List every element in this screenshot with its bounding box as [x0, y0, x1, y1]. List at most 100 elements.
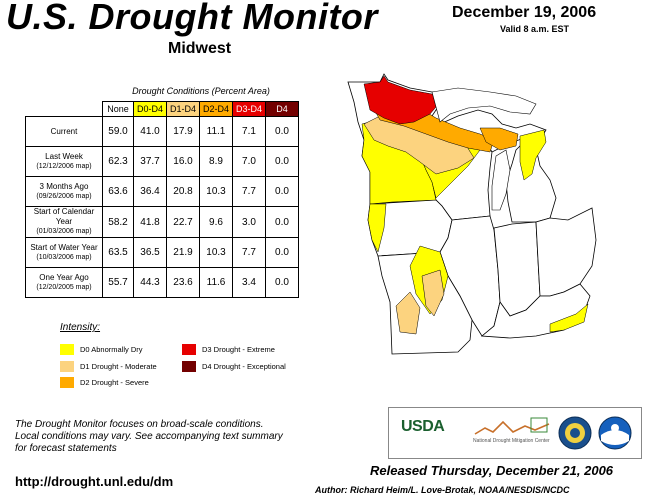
footnote-line-1: The Drought Monitor focuses on broad-sca…: [15, 419, 264, 430]
row-label-sub: (12/12/2006 map): [36, 162, 92, 170]
footnote-line-3: for forecast statements: [15, 443, 117, 454]
row-label-sub: (09/26/2006 map): [36, 192, 92, 200]
valid-time: Valid 8 a.m. EST: [500, 24, 570, 34]
table-caption: Drought Conditions (Percent Area): [132, 86, 270, 96]
row-label: Start of Calendar Year (01/03/2006 map): [25, 206, 103, 238]
table-cell: 10.3: [199, 176, 233, 207]
usda-logo: USDA: [401, 418, 445, 435]
table-cell: 63.6: [102, 176, 134, 207]
col-header-d4: D4: [265, 101, 299, 117]
legend-item-d4: D4 Drought - Exceptional: [182, 361, 286, 372]
table-cell: 8.9: [199, 146, 233, 177]
table-corner: [26, 102, 103, 117]
table-cell: 22.7: [166, 206, 200, 238]
table-cell: 9.6: [199, 206, 233, 238]
table-cell: 7.7: [232, 237, 266, 268]
table-header-row: None D0-D4 D1-D4 D2-D4 D3-D4 D4: [26, 101, 299, 117]
table-row: Current 59.0 41.0 17.9 11.1 7.1 0.0: [25, 116, 299, 147]
table-cell: 36.4: [133, 176, 167, 207]
table-cell: 63.5: [102, 237, 134, 268]
row-label-sub: (01/03/2006 map): [36, 228, 92, 235]
website-link[interactable]: http://drought.unl.edu/dm: [15, 474, 174, 489]
d0-kentucky: [549, 303, 589, 333]
legend-item-d1: D1 Drought - Moderate: [60, 361, 157, 372]
table-cell: 55.7: [102, 267, 134, 298]
state-ohio: [535, 207, 597, 297]
ndmc-logo: National Drought Mitigation Center: [473, 438, 550, 444]
legend-swatch-d4: [182, 361, 196, 372]
row-label-text: Start of Calendar Year: [33, 207, 95, 226]
table-row: Start of Calendar Year (01/03/2006 map) 58…: [25, 206, 299, 238]
lake-michigan: [491, 149, 511, 211]
table-cell: 21.9: [166, 237, 200, 268]
table-cell: 59.0: [102, 116, 134, 147]
legend-label-d3: D3 Drought - Extreme: [202, 345, 275, 354]
row-label-text: One Year Ago: [39, 272, 89, 282]
d0-michigan: [519, 129, 547, 181]
table-cell: 10.3: [199, 237, 233, 268]
midwest-drought-map: [347, 73, 597, 355]
lake-superior: [431, 87, 537, 123]
table-cell: 3.4: [232, 267, 266, 298]
row-label-text: Current: [50, 126, 78, 136]
table-cell: 7.0: [232, 146, 266, 177]
commerce-seal-icon: [558, 416, 592, 450]
legend-title: Intensity:: [60, 322, 101, 333]
table-cell: 0.0: [265, 116, 299, 147]
table-row: Start of Water Year (10/03/2006 map) 63.5 3…: [25, 237, 299, 268]
table-cell: 16.0: [166, 146, 200, 177]
col-header-d1-d4: D1-D4: [166, 101, 200, 117]
legend-swatch-d2: [60, 377, 74, 388]
table-cell: 3.0: [232, 206, 266, 238]
legend-swatch-d1: [60, 361, 74, 372]
table-cell: 17.9: [166, 116, 200, 147]
d0-west-iowa: [367, 203, 387, 253]
table-cell: 36.5: [133, 237, 167, 268]
row-label: Current: [25, 116, 103, 147]
table-cell: 20.8: [166, 176, 200, 207]
table-cell: 7.1: [232, 116, 266, 147]
footnote-line-2: Local conditions may vary. See accompany…: [15, 431, 283, 442]
table-cell: 23.6: [166, 267, 200, 298]
legend-swatch-d0: [60, 344, 74, 355]
d2-up: [479, 127, 519, 151]
table-cell: 44.3: [133, 267, 167, 298]
table-row: 3 Months Ago (09/26/2006 map) 63.6 36.4 20.8…: [25, 176, 299, 207]
row-label: One Year Ago (12/20/2005 map): [25, 267, 103, 298]
col-header-d2-d4: D2-D4: [199, 101, 233, 117]
noaa-logo-icon: [598, 416, 632, 450]
table-cell: 0.0: [265, 176, 299, 207]
table-row: One Year Ago (12/20/2005 map) 55.7 44.3 23.6…: [25, 267, 299, 298]
legend-label-d0: D0 Abnormally Dry: [80, 345, 143, 354]
legend-item-d0: D0 Abnormally Dry: [60, 344, 143, 355]
col-header-d3-d4: D3-D4: [232, 101, 266, 117]
table-cell: 62.3: [102, 146, 134, 177]
partner-logos: USDA National Drought Mitigation Center: [388, 407, 642, 459]
row-label-text: Start of Water Year: [30, 242, 98, 252]
table-cell: 58.2: [102, 206, 134, 238]
ndmc-graphic-icon: [474, 417, 550, 435]
legend-item-d3: D3 Drought - Extreme: [182, 344, 275, 355]
legend-label-d1: D1 Drought - Moderate: [80, 362, 157, 371]
row-label: Last Week (12/12/2006 map): [25, 146, 103, 177]
legend-label-d2: D2 Drought - Severe: [80, 378, 149, 387]
table-cell: 41.0: [133, 116, 167, 147]
table-cell: 37.7: [133, 146, 167, 177]
state-indiana: [493, 221, 541, 317]
region-subtitle: Midwest: [168, 40, 232, 57]
table-cell: 7.7: [232, 176, 266, 207]
d1-missouri: [395, 291, 421, 335]
col-header-none: None: [102, 101, 134, 117]
row-label-sub: (10/03/2006 map): [36, 253, 92, 261]
table-row: Last Week (12/12/2006 map) 62.3 37.7 16.0 8.9…: [25, 146, 299, 177]
table-cell: 0.0: [265, 206, 299, 238]
row-label-text: 3 Months Ago: [39, 181, 89, 191]
page-title: U.S. Drought Monitor: [6, 0, 378, 37]
legend-label-d4: D4 Drought - Exceptional: [202, 362, 286, 371]
table-cell: 0.0: [265, 237, 299, 268]
d1-regions: [363, 109, 475, 335]
row-label: 3 Months Ago (09/26/2006 map): [25, 176, 103, 207]
map-date: December 19, 2006: [452, 4, 597, 21]
table-cell: 41.8: [133, 206, 167, 238]
legend-item-d2: D2 Drought - Severe: [60, 377, 149, 388]
